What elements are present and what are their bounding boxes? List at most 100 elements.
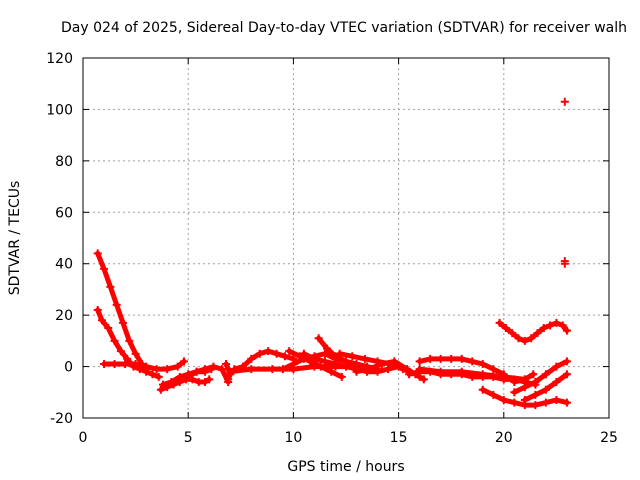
data-point [335, 349, 344, 358]
x-tick-label: 10 [284, 430, 302, 446]
data-point [280, 352, 289, 361]
y-tick-label: 20 [55, 308, 73, 324]
data-point [508, 329, 517, 338]
data-point [541, 398, 550, 407]
data-point [93, 306, 102, 314]
y-tick-label: 40 [55, 257, 73, 273]
data-point [163, 365, 172, 374]
data-point [562, 398, 571, 407]
data-point [116, 347, 125, 356]
data-point [224, 375, 233, 384]
data-point [415, 357, 424, 366]
data-point [562, 370, 571, 379]
data-point [529, 370, 538, 379]
data-point [562, 326, 571, 335]
data-point [415, 365, 424, 374]
data-point [552, 396, 561, 404]
data-point [201, 378, 210, 386]
data-point [285, 347, 294, 356]
data-point [97, 316, 106, 325]
series-arc23 [510, 370, 538, 386]
data-point [121, 360, 130, 368]
y-tick-label: 120 [46, 51, 73, 67]
data-point [209, 362, 218, 371]
data-point [110, 336, 119, 345]
data-point [499, 372, 508, 381]
series-arc19 [495, 318, 571, 345]
data-point [342, 357, 350, 366]
series-arc12 [285, 347, 346, 381]
data-point [278, 365, 287, 374]
data-point [541, 370, 550, 379]
data-point [173, 362, 182, 371]
data-point [100, 264, 109, 273]
data-point [192, 367, 201, 376]
data-point [546, 321, 555, 330]
data-point [125, 336, 134, 345]
series-arc21 [510, 357, 571, 397]
data-point [148, 370, 157, 379]
data-points [93, 97, 571, 410]
data-point [531, 401, 540, 410]
data-point [158, 380, 167, 389]
data-point [489, 365, 498, 374]
x-tick-label: 5 [184, 430, 193, 446]
data-point [320, 357, 329, 366]
data-point [377, 360, 386, 368]
data-point [501, 324, 510, 332]
data-point [118, 318, 127, 327]
x-tick-label: 15 [390, 430, 408, 446]
data-point [110, 360, 119, 368]
series-outliers [560, 97, 569, 268]
data-point [205, 375, 214, 384]
x-tick-label: 20 [495, 430, 513, 446]
data-point [289, 360, 298, 368]
chart-title: Day 024 of 2025, Sidereal Day-to-day VTE… [61, 20, 627, 36]
data-point [527, 334, 536, 343]
x-tick-label: 0 [79, 430, 88, 446]
series-trace [101, 358, 187, 372]
data-point [331, 352, 340, 361]
data-point [327, 367, 336, 376]
data-point [247, 365, 256, 374]
data-point [365, 365, 374, 374]
data-point [93, 249, 102, 258]
data-point [489, 390, 498, 399]
data-point [520, 336, 529, 345]
data-point [520, 396, 529, 404]
data-point [264, 347, 273, 356]
data-point [419, 375, 428, 384]
data-point [316, 362, 325, 371]
data-point [390, 357, 399, 366]
data-point [510, 378, 519, 386]
data-point [495, 318, 504, 327]
data-point [167, 378, 176, 386]
data-point [558, 321, 567, 330]
data-point [104, 324, 113, 332]
data-point [142, 362, 151, 371]
data-point [226, 367, 235, 376]
series-arc8 [230, 347, 298, 374]
data-point [131, 360, 140, 368]
data-point [112, 300, 121, 309]
data-point [514, 334, 523, 343]
data-point [201, 365, 210, 374]
data-point [531, 378, 540, 386]
data-point [562, 357, 571, 366]
data-point [156, 385, 165, 394]
data-point [348, 352, 357, 361]
data-point [520, 375, 529, 384]
data-point [179, 357, 188, 366]
data-point [539, 324, 548, 332]
data-point [403, 365, 412, 374]
data-point [405, 370, 414, 379]
x-axis-label: GPS time / hours [287, 459, 404, 475]
data-point [314, 334, 323, 343]
data-point [352, 360, 361, 368]
plot-frame [82, 57, 610, 419]
data-point [272, 349, 281, 358]
series-trace [301, 351, 402, 375]
data-point [510, 398, 519, 407]
y-tick-label: 80 [55, 154, 73, 170]
